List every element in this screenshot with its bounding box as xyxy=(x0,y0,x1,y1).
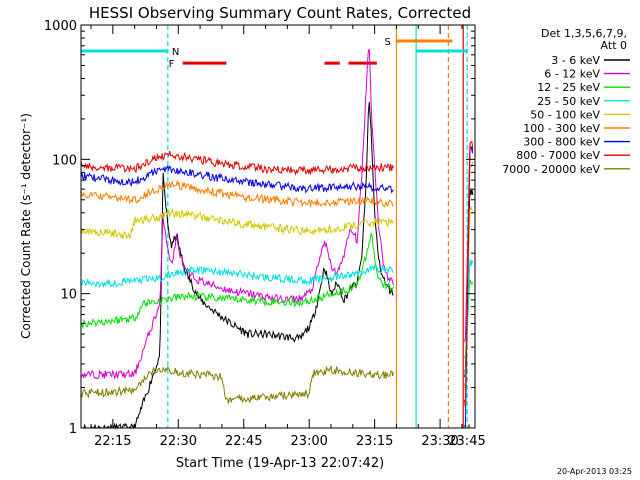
y-tick-label-2: 100 xyxy=(52,153,77,168)
series-line-7-1 xyxy=(463,140,474,407)
legend-label-8: 7000 - 20000 keV xyxy=(502,163,600,176)
series-line-7-0 xyxy=(80,150,394,176)
y-tick-label-1: 10 xyxy=(60,288,77,303)
legend-label-6: 300 - 800 keV xyxy=(523,136,600,149)
flag-label-S: S xyxy=(384,37,390,48)
footer-timestamp: 20-Apr-2013 03:25 xyxy=(557,467,632,476)
chart-title: HESSI Observing Summary Count Rates, Cor… xyxy=(89,4,471,22)
series-line-8-0 xyxy=(80,364,394,404)
series-line-1-0 xyxy=(80,48,394,380)
x-tick-label-4: 23:15 xyxy=(356,434,393,449)
flag-label-F: F xyxy=(169,59,175,70)
data-layer: NF S xyxy=(80,25,474,430)
y-axis-label: Corrected Count Rate (s⁻¹ detector⁻¹) xyxy=(19,113,33,339)
axes: 1 10 100 1000 22:15 22:30 22:45 23:00 23:15 23:30… xyxy=(44,19,486,449)
y-tick-label-3: 1000 xyxy=(44,19,77,34)
legend-label-1: 6 - 12 keV xyxy=(544,68,600,81)
x-axis-label: Start Time (19-Apr-13 22:07:42) xyxy=(176,456,384,471)
legend-label-5: 100 - 300 keV xyxy=(523,122,600,135)
series-line-3-0 xyxy=(80,263,394,289)
series-line-5-0 xyxy=(80,179,394,208)
flag-label-N: N xyxy=(172,47,179,58)
series-line-6-0 xyxy=(80,164,394,194)
x-tick-label-1: 22:30 xyxy=(160,434,197,449)
x-tick-label-6: 23:45 xyxy=(448,434,485,449)
legend-label-4: 50 - 100 keV xyxy=(530,108,600,121)
x-tick-label-5: 23:30 xyxy=(421,434,458,449)
legend-label-7: 800 - 7000 keV xyxy=(516,149,600,162)
legend-label-3: 25 - 50 keV xyxy=(537,95,600,108)
legend-label-2: 12 - 25 keV xyxy=(537,81,600,94)
y-tick-label-0: 1 xyxy=(69,422,77,437)
x-tick-label-3: 23:00 xyxy=(290,434,327,449)
plot-frame xyxy=(80,24,476,429)
legend-label-0: 3 - 6 keV xyxy=(551,54,600,67)
series-line-4-0 xyxy=(80,207,394,240)
legend-header-0: Det 1,3,5,6,7,9, xyxy=(541,27,627,40)
x-tick-label-0: 22:15 xyxy=(94,434,131,449)
series-line-2-0 xyxy=(80,232,394,330)
x-tick-label-2: 22:45 xyxy=(225,434,262,449)
legend-header-1: Att 0 xyxy=(601,39,627,52)
